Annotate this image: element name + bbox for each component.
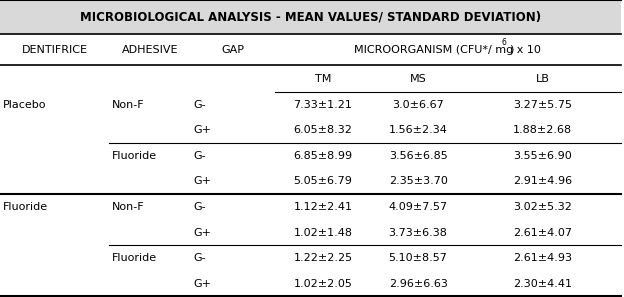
- Text: MICROBIOLOGICAL ANALYSIS - MEAN VALUES/ STANDARD DEVIATION): MICROBIOLOGICAL ANALYSIS - MEAN VALUES/ …: [80, 11, 541, 23]
- Text: 6.05±8.32: 6.05±8.32: [293, 125, 353, 135]
- Text: 1.56±2.34: 1.56±2.34: [389, 125, 447, 135]
- Text: LB: LB: [536, 74, 550, 84]
- Text: Fluoride: Fluoride: [3, 202, 48, 212]
- Text: 4.09±7.57: 4.09±7.57: [389, 202, 447, 212]
- Text: ): ): [509, 45, 514, 55]
- Text: Placebo: Placebo: [3, 100, 47, 110]
- Text: 3.02±5.32: 3.02±5.32: [514, 202, 572, 212]
- Text: 1.88±2.68: 1.88±2.68: [514, 125, 572, 135]
- Text: 3.27±5.75: 3.27±5.75: [514, 100, 572, 110]
- Text: 1.22±2.25: 1.22±2.25: [293, 253, 353, 263]
- Text: Fluoride: Fluoride: [112, 151, 157, 161]
- Text: 3.55±6.90: 3.55±6.90: [514, 151, 572, 161]
- Text: TM: TM: [314, 74, 331, 84]
- Text: 1.02±1.48: 1.02±1.48: [293, 228, 353, 238]
- Text: DENTIFRICE: DENTIFRICE: [22, 45, 87, 55]
- Text: Fluoride: Fluoride: [112, 253, 157, 263]
- Text: 6.85±8.99: 6.85±8.99: [293, 151, 353, 161]
- Text: 3.56±6.85: 3.56±6.85: [389, 151, 447, 161]
- Text: 1.12±2.41: 1.12±2.41: [293, 202, 353, 212]
- Text: G-: G-: [193, 100, 206, 110]
- Text: Non-F: Non-F: [112, 202, 145, 212]
- Text: 2.91±4.96: 2.91±4.96: [514, 176, 572, 187]
- Text: MICROORGANISM (CFU*/ mg x 10: MICROORGANISM (CFU*/ mg x 10: [354, 45, 541, 55]
- Text: G+: G+: [193, 279, 212, 289]
- Text: G+: G+: [193, 125, 212, 135]
- Text: 2.35±3.70: 2.35±3.70: [389, 176, 447, 187]
- Text: G+: G+: [193, 228, 212, 238]
- Text: Non-F: Non-F: [112, 100, 145, 110]
- Text: G-: G-: [193, 202, 206, 212]
- Text: 2.61±4.07: 2.61±4.07: [514, 228, 572, 238]
- Text: 2.96±6.63: 2.96±6.63: [389, 279, 447, 289]
- Text: 6: 6: [502, 38, 506, 47]
- Text: G-: G-: [193, 151, 206, 161]
- Text: GAP: GAP: [221, 45, 244, 55]
- Text: G+: G+: [193, 176, 212, 187]
- Text: 7.33±1.21: 7.33±1.21: [293, 100, 353, 110]
- Text: 3.0±6.67: 3.0±6.67: [392, 100, 444, 110]
- Text: 2.30±4.41: 2.30±4.41: [514, 279, 572, 289]
- Bar: [0, 0, 621, 34]
- Text: 2.61±4.93: 2.61±4.93: [514, 253, 572, 263]
- Text: MS: MS: [410, 74, 426, 84]
- Text: G-: G-: [193, 253, 206, 263]
- Text: 1.02±2.05: 1.02±2.05: [293, 279, 353, 289]
- Text: 3.73±6.38: 3.73±6.38: [389, 228, 447, 238]
- Text: 5.10±8.57: 5.10±8.57: [389, 253, 447, 263]
- Text: 5.05±6.79: 5.05±6.79: [293, 176, 353, 187]
- Text: ADHESIVE: ADHESIVE: [122, 45, 178, 55]
